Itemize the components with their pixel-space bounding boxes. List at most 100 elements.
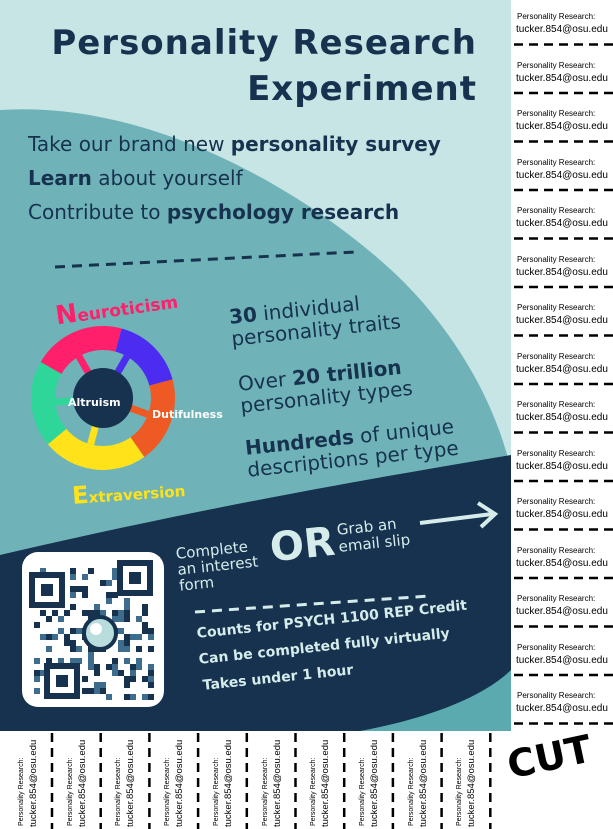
tearoff-strip[interactable]: Personality Research: tucker.854@osu.edu (516, 534, 611, 582)
tearoff-strip[interactable]: Personality Research: tucker.854@osu.edu (446, 733, 490, 829)
tearoff-strip[interactable]: Personality Research: tucker.854@osu.edu (516, 0, 611, 48)
tearoff-strip[interactable]: Personality Research: tucker.854@osu.edu (300, 733, 344, 829)
qr-module (106, 598, 112, 604)
qr-module (76, 646, 82, 652)
qr-module (82, 610, 88, 616)
tearoff-strip[interactable]: Personality Research: tucker.854@osu.edu (516, 388, 611, 436)
qr-module (46, 616, 52, 622)
tearoff-label: Personality Research: (517, 254, 596, 264)
qr-module (148, 646, 154, 652)
qr-module (70, 586, 76, 592)
tearoff-label: Personality Research: (517, 12, 596, 21)
tearoff-label: Personality Research: (164, 757, 172, 826)
qr-module (142, 604, 148, 610)
qr-module (130, 676, 136, 682)
tearoff-email: tucker.854@osu.edu (516, 169, 608, 181)
qr-code (22, 552, 164, 707)
qr-module (112, 574, 118, 580)
qr-module (100, 610, 106, 616)
tearoff-strip[interactable]: Personality Research: tucker.854@osu.edu (516, 582, 611, 630)
qr-module (70, 568, 76, 574)
tearoff-email: tucker.854@osu.edu (222, 739, 234, 827)
tearoff-strip[interactable]: Personality Research: tucker.854@osu.edu (349, 733, 393, 829)
qr-module (148, 676, 154, 682)
qr-module (130, 664, 136, 670)
tearoff-strip[interactable]: Personality Research: tucker.854@osu.edu (516, 485, 611, 533)
tearoff-strip[interactable]: Personality Research: tucker.854@osu.edu (398, 733, 442, 829)
qr-module (124, 682, 130, 688)
qr-module (148, 670, 154, 676)
poster-title-line2: Experiment (247, 69, 477, 109)
tearoff-strip[interactable]: Personality Research: tucker.854@osu.edu (516, 194, 611, 242)
tearoff-label: Personality Research: (517, 157, 596, 167)
tearoff-label: Personality Research: (517, 351, 596, 361)
arrow-right-icon (419, 501, 499, 529)
wheel-segment (115, 328, 173, 386)
tearoff-strip[interactable]: Personality Research: tucker.854@osu.edu (57, 733, 101, 829)
qr-module (142, 628, 148, 634)
qr-module (112, 616, 118, 622)
tearoff-email: tucker.854@osu.edu (466, 739, 478, 827)
qr-module (124, 634, 130, 640)
qr-module (40, 568, 46, 574)
qr-module (124, 658, 130, 664)
tearoff-strip[interactable]: Personality Research: tucker.854@osu.edu (516, 631, 611, 679)
tearoff-label: Personality Research: (115, 757, 123, 826)
qr-module (70, 646, 76, 652)
qr-module (112, 670, 118, 676)
qr-module (148, 628, 154, 634)
qr-module (130, 670, 136, 676)
tearoff-strip[interactable]: Personality Research: tucker.854@osu.edu (516, 49, 611, 97)
tearoff-email: tucker.854@osu.edu (76, 739, 88, 827)
tearoff-label: Personality Research: (517, 545, 596, 555)
qr-module (94, 610, 100, 616)
poster: Personality Research Experiment Take our… (0, 0, 511, 731)
tearoff-strip[interactable]: Personality Research: tucker.854@osu.edu (105, 733, 149, 829)
wheel-segment (40, 326, 122, 374)
qr-module (58, 616, 64, 622)
tearoff-strip[interactable]: Personality Research: tucker.854@osu.edu (516, 340, 611, 388)
qr-module (106, 664, 112, 670)
qr-module (40, 610, 46, 616)
tearoff-strip[interactable]: Personality Research: tucker.854@osu.edu (516, 146, 611, 194)
tearoff-label: Personality Research: (517, 594, 596, 603)
tearoff-email: tucker.854@osu.edu (174, 739, 186, 827)
qr-module (124, 598, 130, 604)
qr-module (40, 634, 46, 640)
qr-module (34, 676, 40, 682)
tearoff-strip[interactable]: Personality Research: tucker.854@osu.edu (516, 243, 611, 291)
qr-module (82, 574, 88, 580)
intro-line-1: Take our brand new personality survey (28, 132, 441, 156)
tearoff-label: Personality Research: (517, 206, 596, 215)
tearoff-email: tucker.854@osu.edu (516, 363, 608, 375)
tearoff-strip[interactable]: Personality Research: tucker.854@osu.edu (203, 733, 247, 829)
qr-module (148, 634, 154, 640)
qr-module (58, 628, 64, 634)
tearoff-strip[interactable]: Personality Research: tucker.854@osu.edu (516, 291, 611, 339)
tearoff-email: tucker.854@osu.edu (516, 460, 608, 472)
tearoff-strip[interactable]: Personality Research: tucker.854@osu.edu (154, 733, 198, 829)
tearoff-label: Personality Research: (517, 642, 596, 652)
tearoff-strip[interactable]: Personality Research: tucker.854@osu.edu (516, 437, 611, 485)
wheel-segment (130, 379, 175, 457)
tearoff-label: Personality Research: (261, 757, 269, 826)
wheel-center (73, 368, 133, 428)
tearoff-email: tucker.854@osu.edu (516, 121, 608, 132)
qr-module (124, 604, 130, 610)
qr-module (130, 694, 136, 700)
qr-module (112, 658, 118, 664)
qr-module (112, 664, 118, 670)
qr-module (94, 688, 100, 694)
tearoff-strip[interactable]: Personality Research: tucker.854@osu.edu (516, 97, 611, 145)
qr-module (76, 628, 82, 634)
qr-module (106, 592, 112, 598)
qr-module (112, 592, 118, 598)
tearoff-strip[interactable]: Personality Research: tucker.854@osu.edu (8, 733, 52, 829)
qr-module (82, 586, 88, 592)
tearoff-strip[interactable]: Personality Research: tucker.854@osu.edu (252, 733, 296, 829)
tearoff-email: tucker.854@osu.edu (516, 606, 608, 617)
tearoff-strip[interactable]: Personality Research: tucker.854@osu.edu (516, 679, 611, 727)
qr-module (70, 592, 76, 598)
qr-module (88, 568, 94, 574)
qr-module (136, 658, 142, 664)
